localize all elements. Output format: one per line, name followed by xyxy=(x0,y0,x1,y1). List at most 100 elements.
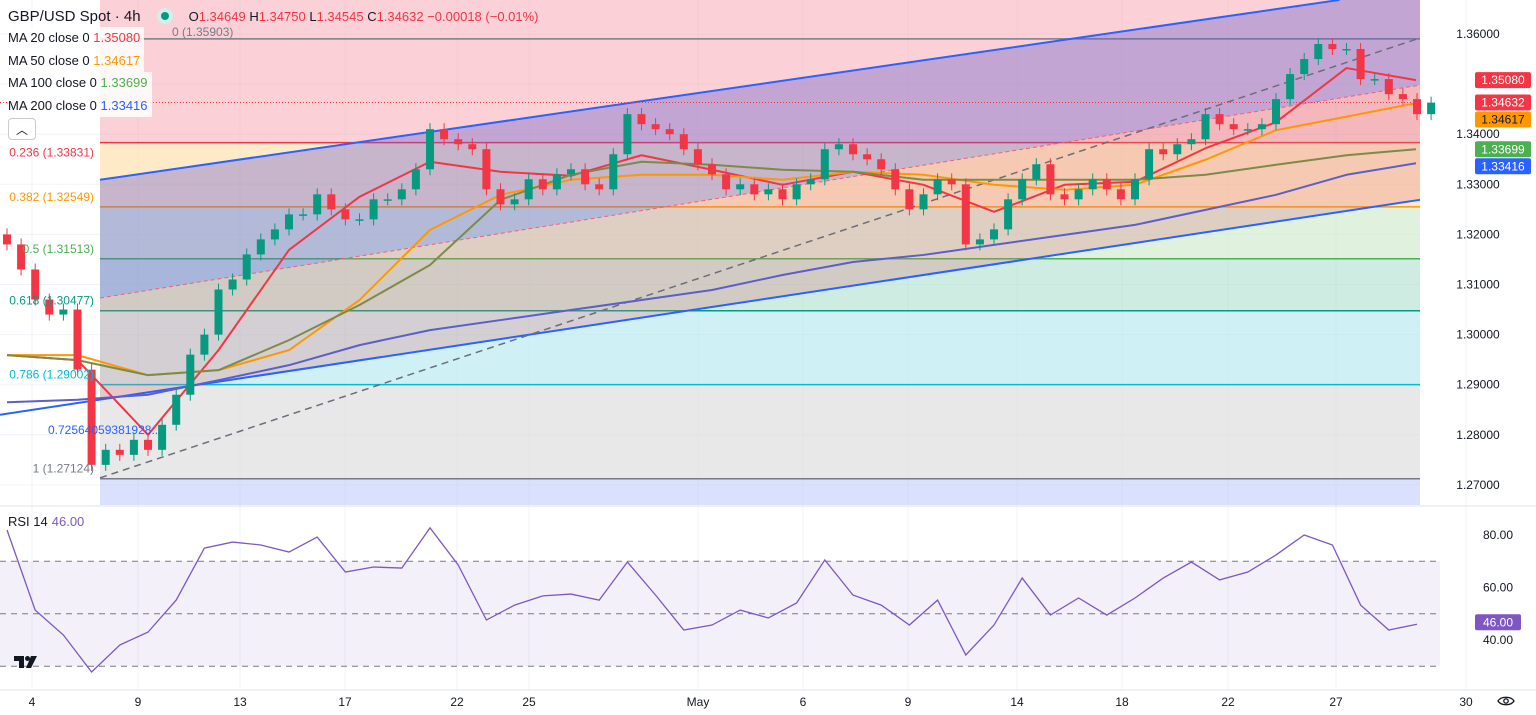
candle xyxy=(764,189,773,195)
candle xyxy=(1159,149,1168,155)
symbol-title[interactable]: GBP/USD Spot · 4h xyxy=(8,7,141,25)
price-badge xyxy=(1475,141,1531,158)
axes[interactable]: 1.36000 1.34000 1.33000 1.32000 1.31000 1.300… xyxy=(0,27,1536,709)
channel-fill xyxy=(100,85,1420,400)
candle xyxy=(1131,179,1139,200)
candle xyxy=(482,149,491,190)
candle xyxy=(101,449,110,465)
candle xyxy=(200,334,209,355)
rsi-axis-tick: 40.00 xyxy=(1483,633,1513,647)
ma-200-legend[interactable]: MA 200 close 0 1.33416 xyxy=(8,94,152,117)
fibonacci-retracement[interactable] xyxy=(100,0,1420,505)
ma-20-value: 1.35080 xyxy=(93,30,141,45)
price-axis-tick: 1.27000 xyxy=(1456,478,1500,492)
candle xyxy=(1427,102,1436,115)
price-axis-tick: 1.33000 xyxy=(1456,177,1500,191)
candle xyxy=(933,179,942,195)
fib-label: 0.236 (1.33831) xyxy=(9,146,94,160)
candle xyxy=(17,244,26,270)
candle xyxy=(1032,164,1041,180)
candle xyxy=(651,124,660,130)
candle xyxy=(792,184,801,200)
price-axis-tick: 1.32000 xyxy=(1456,227,1500,241)
tradingview-logo[interactable] xyxy=(12,652,40,672)
candle xyxy=(510,199,519,205)
chevron-up-icon: ︿ xyxy=(15,123,28,137)
candle xyxy=(496,189,505,205)
candle xyxy=(1088,179,1097,190)
time-axis-tick: 4 xyxy=(29,695,36,709)
time-axis-tick: 22 xyxy=(1221,695,1235,709)
rsi-pane[interactable] xyxy=(0,526,1440,673)
ma-50-legend[interactable]: MA 50 close 0 1.34617 xyxy=(8,49,145,72)
candle xyxy=(581,169,590,185)
price-badge xyxy=(1475,72,1531,89)
candle xyxy=(736,184,745,190)
ma-100-legend[interactable]: MA 100 close 0 1.33699 xyxy=(8,72,152,95)
fib-zone xyxy=(100,384,1420,479)
candle xyxy=(905,189,914,210)
candle xyxy=(1004,199,1013,230)
candle xyxy=(3,234,11,245)
fib-zone xyxy=(100,310,1420,385)
candle xyxy=(397,189,406,200)
candle xyxy=(285,214,293,230)
price-badge-label: 1.33699 xyxy=(1481,142,1525,156)
eye-icon[interactable] xyxy=(1497,694,1515,708)
candle xyxy=(59,309,68,315)
candle xyxy=(595,184,604,190)
price-axis-tick: 1.29000 xyxy=(1456,378,1500,392)
candle xyxy=(1145,149,1154,180)
candle xyxy=(1229,124,1238,130)
ma-20-legend[interactable]: MA 20 close 0 1.35080 xyxy=(8,27,145,50)
collapse-legend-button[interactable]: ︿ xyxy=(8,118,36,140)
candle xyxy=(355,219,364,221)
time-axis-tick: 14 xyxy=(1010,695,1024,709)
candle xyxy=(454,139,463,145)
candle xyxy=(665,129,674,135)
candle xyxy=(411,169,420,190)
fib-zone xyxy=(100,258,1420,311)
candle xyxy=(172,394,181,425)
time-axis-tick: 18 xyxy=(1115,695,1129,709)
candle xyxy=(1314,44,1323,60)
candle xyxy=(1046,164,1055,195)
candle xyxy=(73,309,82,370)
candle xyxy=(186,354,195,395)
candle xyxy=(1060,194,1069,200)
candle xyxy=(637,114,646,125)
candle xyxy=(708,164,716,175)
candle xyxy=(1257,124,1266,130)
candle xyxy=(87,369,96,465)
candle xyxy=(750,184,759,195)
fib-extra-label: 0.72564059381928... xyxy=(48,423,161,437)
candle xyxy=(468,144,477,150)
price-badge xyxy=(1475,158,1531,175)
price-badge xyxy=(1475,94,1531,111)
time-axis-tick: 17 xyxy=(338,695,352,709)
parallel-channel[interactable] xyxy=(0,0,1421,479)
candle xyxy=(341,209,350,220)
candle xyxy=(383,199,392,201)
candle xyxy=(242,254,251,280)
candle xyxy=(961,184,970,245)
time-axis-tick: May xyxy=(687,695,710,709)
price-badge xyxy=(1475,111,1531,128)
candle xyxy=(919,194,928,210)
candle xyxy=(1370,79,1379,81)
price-axis-tick: 1.31000 xyxy=(1456,278,1500,292)
time-axis-tick: 27 xyxy=(1329,695,1343,709)
candle xyxy=(115,449,124,455)
candle xyxy=(270,229,279,240)
candle xyxy=(426,129,434,170)
candle xyxy=(1300,59,1309,75)
price-axis-tick: 1.28000 xyxy=(1456,428,1500,442)
rsi-legend[interactable]: RSI 14 46.00 xyxy=(8,514,85,529)
time-axis-tick: 25 xyxy=(522,695,536,709)
candle xyxy=(1201,114,1210,140)
candle xyxy=(1272,99,1280,125)
channel-lower-line xyxy=(0,198,1421,416)
rsi-line xyxy=(6,526,1418,673)
price-badge-label: 1.34632 xyxy=(1481,96,1525,110)
